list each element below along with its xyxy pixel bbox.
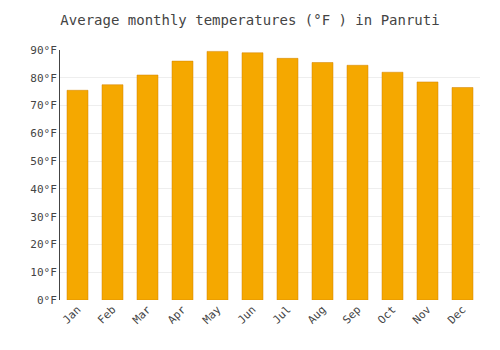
svg-text:70°F: 70°F bbox=[30, 99, 57, 112]
svg-text:Average monthly temperatures (: Average monthly temperatures (°F ) in Pa… bbox=[60, 12, 439, 28]
svg-text:Nov: Nov bbox=[410, 303, 434, 327]
svg-text:Feb: Feb bbox=[95, 303, 118, 326]
svg-text:Jul: Jul bbox=[270, 303, 293, 326]
svg-text:0°F: 0°F bbox=[37, 294, 57, 307]
svg-text:10°F: 10°F bbox=[30, 266, 57, 279]
svg-text:May: May bbox=[200, 303, 224, 327]
svg-text:Oct: Oct bbox=[375, 303, 398, 326]
svg-text:80°F: 80°F bbox=[30, 72, 57, 85]
svg-text:Sep: Sep bbox=[340, 303, 363, 326]
svg-text:20°F: 20°F bbox=[30, 238, 57, 251]
svg-text:40°F: 40°F bbox=[30, 183, 57, 196]
svg-text:Apr: Apr bbox=[165, 303, 189, 327]
svg-text:Jan: Jan bbox=[60, 303, 83, 326]
svg-text:Dec: Dec bbox=[445, 303, 468, 326]
svg-text:Jun: Jun bbox=[235, 303, 258, 326]
svg-text:90°F: 90°F bbox=[30, 44, 57, 57]
svg-text:Aug: Aug bbox=[305, 303, 328, 326]
svg-text:60°F: 60°F bbox=[30, 127, 57, 140]
svg-text:Mar: Mar bbox=[130, 303, 154, 327]
svg-text:50°F: 50°F bbox=[30, 155, 57, 168]
svg-text:30°F: 30°F bbox=[30, 211, 57, 224]
